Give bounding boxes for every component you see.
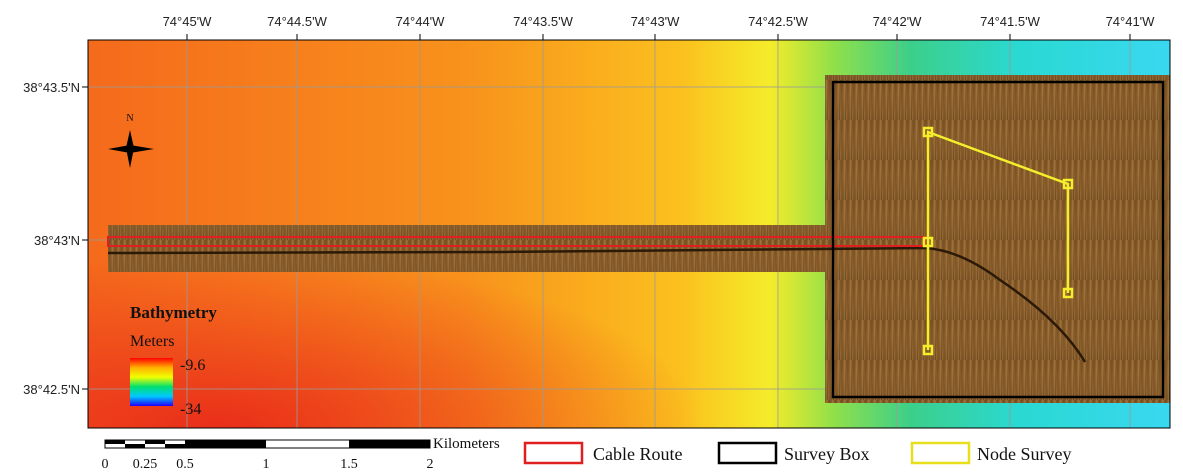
longitude-label: 74°44'W (396, 14, 446, 29)
ramp-min-label: -34 (180, 401, 201, 418)
scale-segment (105, 440, 125, 444)
ramp-max-label: -9.6 (180, 357, 205, 374)
scale-label: 1.5 (340, 457, 358, 472)
north-label: N (126, 113, 133, 124)
scale-label: 1 (263, 457, 270, 472)
map-frame: N Bathymetry Meters -9.6 -34 (88, 40, 1170, 428)
longitude-label: 74°41'W (1106, 14, 1156, 29)
longitude-label: 74°44.5'W (267, 14, 327, 29)
scale-label: 0.25 (133, 457, 158, 472)
scale-segment (165, 444, 185, 448)
legend-label: Node Survey (977, 444, 1071, 464)
longitude-label: 74°42.5'W (748, 14, 808, 29)
scale-label: 2 (427, 457, 434, 472)
longitude-label: 74°43.5'W (513, 14, 573, 29)
color-ramp (130, 358, 173, 406)
scale-segment (145, 440, 165, 444)
survey-mosaic (825, 75, 1170, 403)
longitude-label: 74°41.5'W (980, 14, 1040, 29)
map-figure: N Bathymetry Meters -9.6 -34 74°45'W 74°4… (0, 0, 1183, 472)
scale-bar: 0 0.25 0.5 1 1.5 2 Kilometers (102, 436, 500, 472)
latitude-label: 38°43.5'N (23, 80, 80, 95)
scale-segment (125, 444, 145, 448)
legend-label: Cable Route (593, 444, 682, 464)
legend-label: Survey Box (784, 444, 870, 464)
scale-label: 0 (102, 457, 109, 472)
scale-segment (349, 440, 430, 448)
longitude-label: 74°43'W (631, 14, 681, 29)
legend: Cable Route Survey Box Node Survey (525, 443, 1071, 464)
scale-segment (185, 440, 266, 448)
legend-units: Meters (130, 333, 174, 350)
latitude-label: 38°43'N (34, 233, 80, 248)
cable-mosaic (108, 225, 828, 272)
latitude-label: 38°42.5'N (23, 382, 80, 397)
legend-swatch (912, 443, 969, 463)
scale-unit: Kilometers (433, 436, 500, 452)
legend-swatch (719, 443, 776, 463)
longitude-label: 74°42'W (873, 14, 923, 29)
legend-title: Bathymetry (130, 303, 217, 322)
longitude-label: 74°45'W (163, 14, 213, 29)
page: {"map": { "longitude_labels": ["74°45'W"… (0, 0, 1183, 472)
legend-swatch (525, 443, 582, 463)
scale-label: 0.5 (176, 457, 194, 472)
